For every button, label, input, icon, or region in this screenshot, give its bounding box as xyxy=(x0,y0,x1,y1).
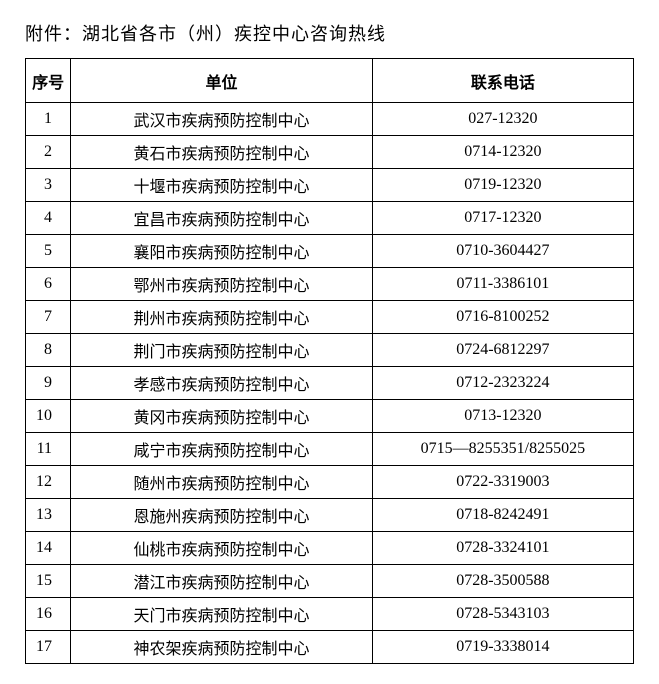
cell-unit: 孝感市疾病预防控制中心 xyxy=(71,367,372,400)
col-header-seq: 序号 xyxy=(26,59,71,103)
table-row: 9孝感市疾病预防控制中心0712-2323224 xyxy=(26,367,634,400)
table-row: 5襄阳市疾病预防控制中心0710-3604427 xyxy=(26,235,634,268)
cell-unit: 十堰市疾病预防控制中心 xyxy=(71,169,372,202)
cell-seq: 1 xyxy=(26,103,71,136)
cell-phone: 0710-3604427 xyxy=(372,235,633,268)
cell-seq: 16 xyxy=(26,598,71,631)
cell-unit: 鄂州市疾病预防控制中心 xyxy=(71,268,372,301)
table-row: 16天门市疾病预防控制中心0728-5343103 xyxy=(26,598,634,631)
cell-seq: 8 xyxy=(26,334,71,367)
table-row: 1武汉市疾病预防控制中心027-12320 xyxy=(26,103,634,136)
table-row: 15潜江市疾病预防控制中心0728-3500588 xyxy=(26,565,634,598)
cell-seq: 2 xyxy=(26,136,71,169)
cell-unit: 仙桃市疾病预防控制中心 xyxy=(71,532,372,565)
cell-phone: 0718-8242491 xyxy=(372,499,633,532)
col-header-unit: 单位 xyxy=(71,59,372,103)
cell-seq: 17 xyxy=(26,631,71,664)
cell-seq: 5 xyxy=(26,235,71,268)
cell-seq: 13 xyxy=(26,499,71,532)
cell-phone: 0715—8255351/8255025 xyxy=(372,433,633,466)
cell-unit: 天门市疾病预防控制中心 xyxy=(71,598,372,631)
table-row: 11咸宁市疾病预防控制中心0715—8255351/8255025 xyxy=(26,433,634,466)
cell-unit: 宜昌市疾病预防控制中心 xyxy=(71,202,372,235)
table-row: 3十堰市疾病预防控制中心0719-12320 xyxy=(26,169,634,202)
cell-unit: 武汉市疾病预防控制中心 xyxy=(71,103,372,136)
hotline-table: 序号 单位 联系电话 1武汉市疾病预防控制中心027-123202黄石市疾病预防… xyxy=(25,58,634,664)
cell-seq: 6 xyxy=(26,268,71,301)
cell-phone: 0717-12320 xyxy=(372,202,633,235)
cell-seq: 15 xyxy=(26,565,71,598)
cell-seq: 7 xyxy=(26,301,71,334)
table-row: 2黄石市疾病预防控制中心0714-12320 xyxy=(26,136,634,169)
page-title: 附件：湖北省各市（州）疾控中心咨询热线 xyxy=(25,20,634,46)
cell-seq: 9 xyxy=(26,367,71,400)
cell-seq: 10 xyxy=(26,400,71,433)
cell-unit: 襄阳市疾病预防控制中心 xyxy=(71,235,372,268)
cell-phone: 0716-8100252 xyxy=(372,301,633,334)
cell-unit: 黄石市疾病预防控制中心 xyxy=(71,136,372,169)
cell-unit: 咸宁市疾病预防控制中心 xyxy=(71,433,372,466)
table-row: 6鄂州市疾病预防控制中心0711-3386101 xyxy=(26,268,634,301)
cell-unit: 神农架疾病预防控制中心 xyxy=(71,631,372,664)
cell-unit: 潜江市疾病预防控制中心 xyxy=(71,565,372,598)
cell-phone: 0714-12320 xyxy=(372,136,633,169)
table-header-row: 序号 单位 联系电话 xyxy=(26,59,634,103)
cell-phone: 0722-3319003 xyxy=(372,466,633,499)
cell-phone: 0724-6812297 xyxy=(372,334,633,367)
cell-seq: 12 xyxy=(26,466,71,499)
cell-unit: 荆州市疾病预防控制中心 xyxy=(71,301,372,334)
cell-phone: 0712-2323224 xyxy=(372,367,633,400)
table-row: 14仙桃市疾病预防控制中心0728-3324101 xyxy=(26,532,634,565)
cell-seq: 4 xyxy=(26,202,71,235)
table-row: 12随州市疾病预防控制中心0722-3319003 xyxy=(26,466,634,499)
cell-seq: 14 xyxy=(26,532,71,565)
cell-unit: 随州市疾病预防控制中心 xyxy=(71,466,372,499)
cell-phone: 0728-3500588 xyxy=(372,565,633,598)
col-header-phone: 联系电话 xyxy=(372,59,633,103)
cell-phone: 0711-3386101 xyxy=(372,268,633,301)
cell-seq: 11 xyxy=(26,433,71,466)
cell-phone: 0719-3338014 xyxy=(372,631,633,664)
cell-unit: 荆门市疾病预防控制中心 xyxy=(71,334,372,367)
cell-unit: 黄冈市疾病预防控制中心 xyxy=(71,400,372,433)
cell-phone: 0728-5343103 xyxy=(372,598,633,631)
cell-seq: 3 xyxy=(26,169,71,202)
table-row: 8荆门市疾病预防控制中心0724-6812297 xyxy=(26,334,634,367)
cell-phone: 0713-12320 xyxy=(372,400,633,433)
table-row: 7荆州市疾病预防控制中心0716-8100252 xyxy=(26,301,634,334)
table-row: 4宜昌市疾病预防控制中心0717-12320 xyxy=(26,202,634,235)
table-row: 13恩施州疾病预防控制中心0718-8242491 xyxy=(26,499,634,532)
table-row: 10黄冈市疾病预防控制中心0713-12320 xyxy=(26,400,634,433)
cell-phone: 0728-3324101 xyxy=(372,532,633,565)
cell-phone: 027-12320 xyxy=(372,103,633,136)
cell-phone: 0719-12320 xyxy=(372,169,633,202)
cell-unit: 恩施州疾病预防控制中心 xyxy=(71,499,372,532)
table-row: 17神农架疾病预防控制中心0719-3338014 xyxy=(26,631,634,664)
